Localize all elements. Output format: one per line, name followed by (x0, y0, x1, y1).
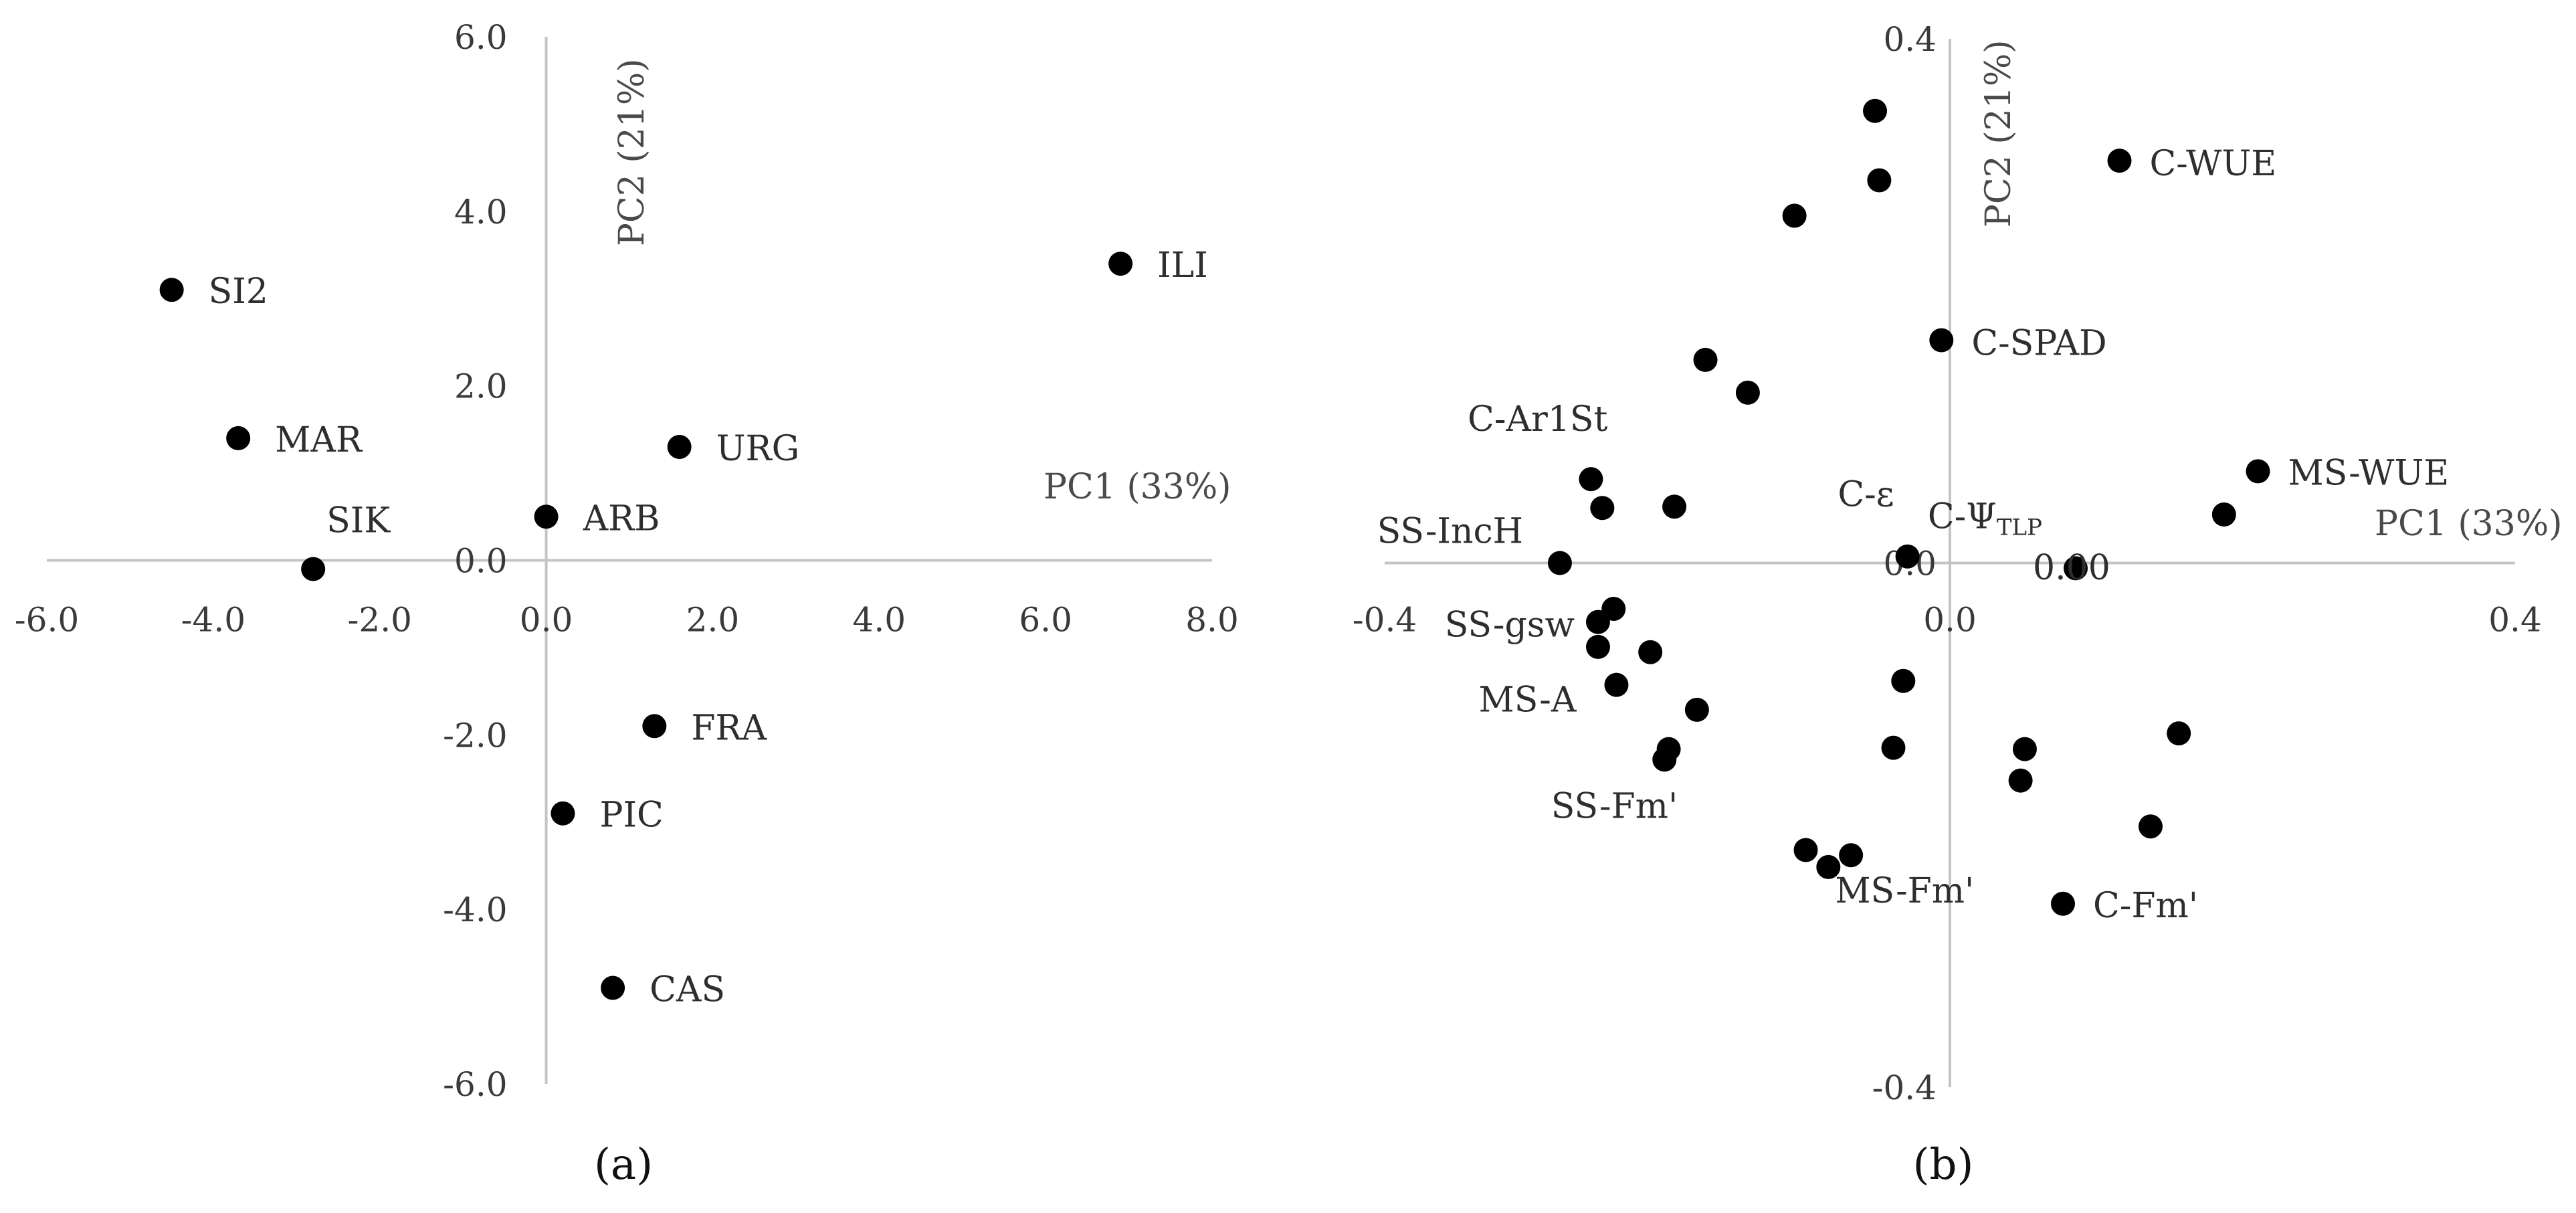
panel-a-point-fra (642, 714, 667, 739)
panel-a-point-label: SI2 (209, 272, 268, 312)
panel-a-y-tick-label: 2.0 (454, 367, 508, 406)
panel-a-scores-plot: -6.0 -4.0 -2.0 0.0 2.0 4.0 6.0 8.0 6.0 4.0 2.0 0.0… (15, 18, 1239, 1190)
panel-b-point-unlabeled (1782, 203, 1807, 228)
panel-b-point-c-fm (2051, 891, 2075, 916)
panel-a-x-tick-label: 8.0 (1185, 601, 1239, 640)
panel-b-point-label: SS-Fm' (1551, 786, 1678, 826)
panel-a-x-tick-label: -6.0 (15, 601, 79, 640)
panel-a-point-label: ILI (1157, 246, 1208, 286)
panel-b-point-unlabeled (1867, 168, 1892, 193)
panel-a-points (159, 252, 1133, 1000)
panel-a-x-tick-label: 6.0 (1019, 601, 1072, 640)
panel-b-point-unlabeled (2167, 721, 2191, 746)
panel-b-point-unlabeled (1585, 634, 1610, 659)
panel-b-point-unlabeled (1684, 697, 1709, 722)
panel-b-point-c-tlp (2064, 556, 2088, 581)
panel-a-point-label: ARB (583, 498, 660, 539)
panel-b-loadings-plot: -0.4 0.0 0.4 0.4 0.0 -0.4 C-WUE C-SPAD C-Ar1St… (1353, 20, 2563, 1190)
panel-b-point-label: C-SPAD (1971, 324, 2106, 364)
panel-a-y-tick-label: 4.0 (454, 193, 508, 231)
panel-a-point-label: PIC (599, 796, 663, 836)
panel-b-point-unlabeled (1863, 98, 1888, 123)
panel-b-point-c-spad (1929, 328, 1954, 353)
panel-a-x-tick-label: 0.0 (520, 601, 573, 640)
panel-b-y-tick-label: -0.4 (1872, 1068, 1937, 1107)
panel-b-point-label: SS-gsw (1445, 605, 1575, 646)
panel-b-x-tick-label: -0.4 (1353, 601, 1417, 640)
panel-a-point-label: FRA (691, 708, 767, 748)
panel-b-point-unlabeled (1839, 843, 1864, 868)
panel-b-point-unlabeled (1638, 640, 1663, 664)
panel-b-point-label: C-ε (1838, 475, 1894, 515)
panel-a-point-ili (1108, 252, 1133, 276)
panel-a-y-tick-label: -6.0 (443, 1065, 507, 1104)
panel-b-point-unlabeled (1891, 668, 1916, 693)
panel-b-x-axis-label: PC1 (33%) (2375, 504, 2563, 544)
panel-b-point-label: MS-Fm' (1835, 871, 1974, 911)
panel-b-x-tick-labels: -0.4 0.0 0.4 (1353, 601, 2542, 640)
panel-a-x-tick-labels: -6.0 -4.0 -2.0 0.0 2.0 4.0 6.0 8.0 (15, 601, 1239, 640)
panel-b-point-ss-gsw (1585, 610, 1610, 634)
panel-b-x-tick-label: 0.4 (2488, 601, 2542, 640)
panel-b-y-tick-label: 0.4 (1883, 20, 1937, 59)
panel-b-point-ms-a (1604, 672, 1629, 697)
panel-a-point-sik (301, 557, 326, 581)
panel-b-point-label: SS-IncH (1377, 512, 1523, 552)
panel-b-y-axis-label: PC2 (21%) (1979, 39, 2019, 227)
panel-b-point-unlabeled (1735, 380, 1760, 405)
panel-a-point-urg (667, 434, 692, 459)
panel-b-point-unlabeled (2012, 737, 2037, 761)
panel-a-x-tick-label: 2.0 (686, 601, 740, 640)
panel-a-point-label: SIK (326, 501, 391, 541)
panel-b-point-unlabeled (2008, 768, 2033, 793)
panel-a-y-axis-label: PC2 (21%) (612, 58, 652, 246)
panel-a-point-si2 (159, 278, 184, 302)
panel-b-point-c (1895, 544, 1920, 569)
panel-b-point-unlabeled (1590, 496, 1615, 521)
panel-b-x-tick-label: 0.0 (1923, 601, 1977, 640)
panel-a-point-label: CAS (650, 970, 725, 1010)
panel-b-point-label: C-WUE (2150, 144, 2277, 184)
panel-b-caption: (b) (1913, 1140, 1974, 1190)
panel-a-point-label: MAR (275, 420, 363, 460)
panel-a-caption: (a) (594, 1140, 653, 1190)
panel-b-point-label: C-Ar1St (1468, 399, 1607, 440)
panel-b-point-c-ar1st (1579, 467, 1603, 492)
panel-a-x-tick-label: -2.0 (348, 601, 412, 640)
panel-b-origin-value-annotation: 0.00 (2033, 548, 2110, 588)
panel-b-points (1547, 98, 2270, 916)
panel-b-point-unlabeled (1881, 735, 1906, 760)
panel-a-point-arb (534, 504, 559, 529)
panel-b-point-ms-fm (1816, 854, 1841, 879)
panel-a-x-axis-label: PC1 (33%) (1044, 467, 1231, 507)
panel-a-point-label: URG (716, 429, 800, 469)
panel-a-x-tick-label: 4.0 (853, 601, 906, 640)
panel-b-point-label: C-ΨTLP (1928, 496, 2042, 541)
panel-a-y-tick-labels: 6.0 4.0 2.0 0.0 -2.0 -4.0 -6.0 (443, 18, 507, 1104)
panel-b-point-c-wue (2107, 149, 2132, 173)
panel-b-point-label: MS-WUE (2288, 453, 2450, 493)
panel-b-point-labels: C-WUE C-SPAD C-Ar1St MS-WUE C-ε C-ΨTLP SS-IncH… (1377, 144, 2450, 926)
panel-a-point-cas (601, 975, 625, 1000)
panel-b-point-unlabeled (1662, 494, 1687, 519)
panel-b-point-ms-wue (2246, 459, 2270, 484)
panel-b-point-unlabeled (2138, 814, 2163, 839)
panel-b-point-unlabeled (1693, 347, 1718, 372)
panel-a-point-pic (551, 801, 575, 826)
panel-a-x-tick-label: -4.0 (181, 601, 245, 640)
panel-b-point-label: C-Fm' (2093, 886, 2198, 926)
panel-a-point-mar (226, 426, 251, 450)
panel-a-y-tick-label: -2.0 (443, 716, 507, 755)
panel-a-y-tick-label: -4.0 (443, 891, 507, 929)
panel-a-y-tick-label: 6.0 (454, 18, 508, 57)
panel-a-point-labels: SI2 MAR SIK ARB URG ILI FRA PIC CAS (209, 246, 1208, 1010)
panel-b-point-unlabeled (1793, 838, 1818, 862)
panel-a-y-tick-label: 0.0 (454, 542, 508, 581)
panel-b-point-ss-inch (1547, 551, 1572, 575)
panel-b-point-ss-fm (1652, 747, 1677, 772)
panel-b-point-label: MS-A (1479, 680, 1577, 721)
panel-b-point-unlabeled (2211, 502, 2236, 527)
